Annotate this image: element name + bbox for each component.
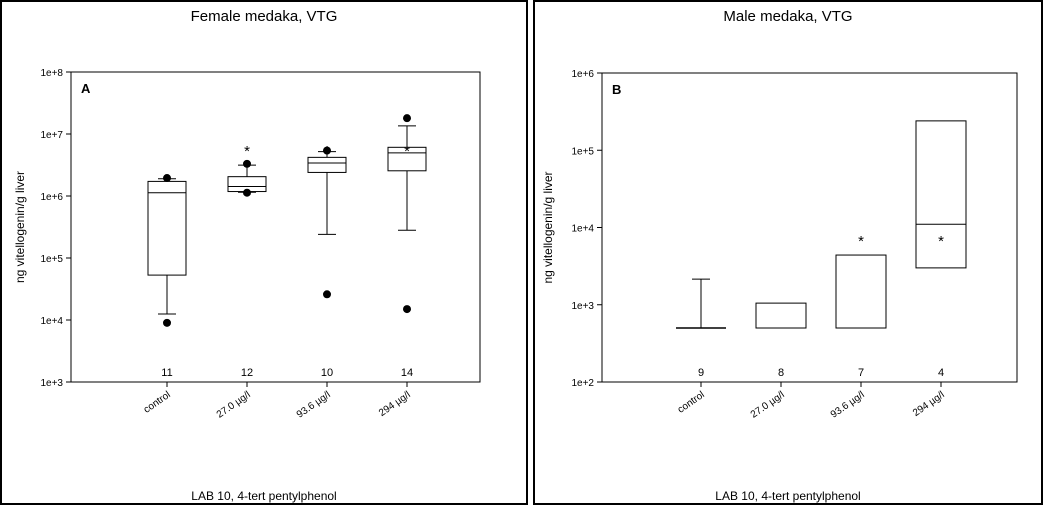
y-tick-label: 1e+6 [40,192,63,203]
sample-size-label: 4 [938,367,944,379]
box [915,120,967,269]
y-tick-label: 1e+7 [40,130,63,141]
box [835,254,887,329]
outlier-point [323,290,331,299]
y-tick-label: 1e+5 [571,146,594,157]
y-tick-label: 1e+4 [40,316,63,327]
y-tick-label: 1e+6 [571,69,594,80]
x-tick-label: control [142,389,173,415]
panel-label: A [81,81,91,96]
outlier-point [163,174,171,183]
x-tick-label: 294 µg/l [911,389,947,419]
x-tick-label: control [676,389,707,415]
x-tick-label: 27.0 µg/l [215,389,253,420]
y-axis-label: ng vitellogenin/g liver [541,171,555,283]
sample-size-label: 11 [161,367,172,379]
sample-size-label: 14 [401,367,413,379]
y-tick-label: 1e+8 [40,68,63,79]
box [307,156,347,173]
male-chart-svg: 1e+2 1e+3 1e+4 1e+5 1e+6 ng vitellogenin/g li… [541,69,1018,421]
sample-size-label: 10 [321,367,333,379]
sample-size-label: 12 [241,367,253,379]
x-tick-label: 93.6 µg/l [829,389,867,420]
outlier-point [403,114,411,123]
significance-marker: * [324,143,330,160]
outlier-point [323,146,331,155]
outlier-point [403,305,411,314]
y-tick-label: 1e+2 [571,378,594,389]
y-axis-label: ng vitellogenin/g liver [13,171,27,283]
chart-panel-male: Male medaka, VTG 1e+2 1e+3 1e+4 1e+5 1e+6 ng … [533,0,1043,505]
box [755,302,807,329]
sample-size-label: 9 [698,367,704,379]
x-tick-label: 27.0 µg/l [749,389,787,420]
y-tick-label: 1e+3 [40,378,63,389]
plot-frame [70,71,481,383]
chart-title: Female medaka, VTG [190,8,338,25]
female-chart-svg: 1e+3 1e+4 1e+5 1e+6 1e+7 1e+8 ng vitellogenin/… [13,68,481,421]
significance-marker: * [938,233,944,250]
outlier-point [243,188,251,197]
outlier-point [243,159,251,168]
chart-title: Male medaka, VTG [723,8,853,25]
outlier-point [163,318,171,327]
significance-marker: * [244,143,250,160]
box [147,180,187,276]
significance-marker: * [858,233,864,250]
chart-footer: LAB 10, 4-tert pentylphenol [191,489,337,503]
significance-marker: * [404,143,410,160]
sample-size-label: 8 [778,367,784,379]
x-tick-label: 93.6 µg/l [295,389,333,420]
chart-footer: LAB 10, 4-tert pentylphenol [715,489,861,503]
sample-size-label: 7 [858,367,864,379]
x-tick-label: 294 µg/l [377,389,413,419]
y-tick-label: 1e+4 [571,224,594,235]
y-tick-label: 1e+3 [571,301,594,312]
chart-panel-female: Female medaka, VTG 1e+3 1e+4 1e+5 1e+6 1e+7 1… [0,0,528,505]
y-tick-label: 1e+5 [40,254,63,265]
panel-label: B [612,82,621,97]
